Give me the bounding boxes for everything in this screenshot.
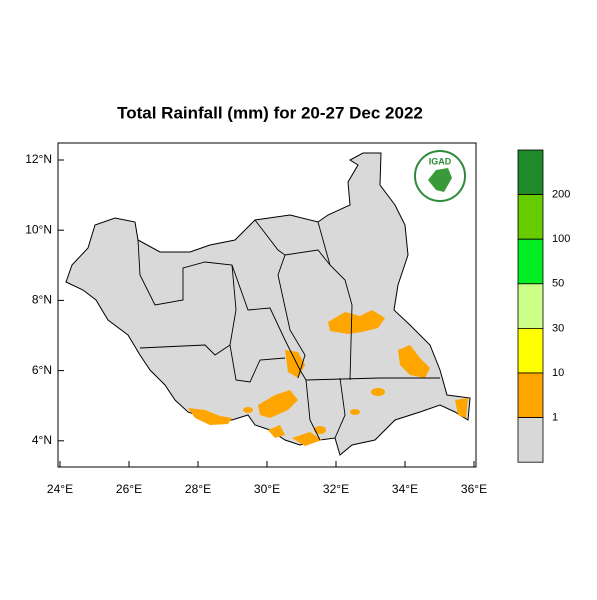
legend-label: 1 [552, 412, 558, 424]
legend-swatch [517, 417, 544, 463]
legend-label: 200 [552, 189, 570, 201]
y-tick-label: 6°N [32, 363, 52, 377]
map-title: Total Rainfall (mm) for 20-27 Dec 2022 [117, 103, 423, 122]
x-tick-label: 24°E [47, 482, 73, 496]
legend-swatch [517, 149, 544, 195]
state-borders [137, 219, 440, 441]
x-tick-label: 28°E [185, 482, 211, 496]
y-tick-label: 12°N [25, 152, 52, 166]
x-tick-label: 26°E [116, 482, 142, 496]
y-tick-label: 4°N [32, 433, 52, 447]
legend-swatch [517, 372, 544, 418]
legend-swatch [517, 283, 544, 329]
rainfall-areas [188, 310, 468, 446]
logo-text: IGAD [429, 156, 452, 166]
x-tick-label: 32°E [323, 482, 349, 496]
x-tick-label: 34°E [392, 482, 418, 496]
logo-emblem [428, 168, 452, 192]
legend-label: 100 [552, 233, 570, 245]
legend-swatch [517, 327, 544, 374]
legend-label: 30 [552, 322, 564, 334]
y-tick-label: 8°N [32, 293, 52, 307]
x-tick-label: 36°E [461, 482, 487, 496]
x-tick-label: 30°E [254, 482, 280, 496]
y-tick-label: 10°N [25, 222, 52, 236]
legend-swatch [517, 238, 544, 285]
legend-label: 50 [552, 278, 564, 290]
legend-label: 10 [552, 367, 564, 379]
legend-swatch [517, 194, 544, 240]
